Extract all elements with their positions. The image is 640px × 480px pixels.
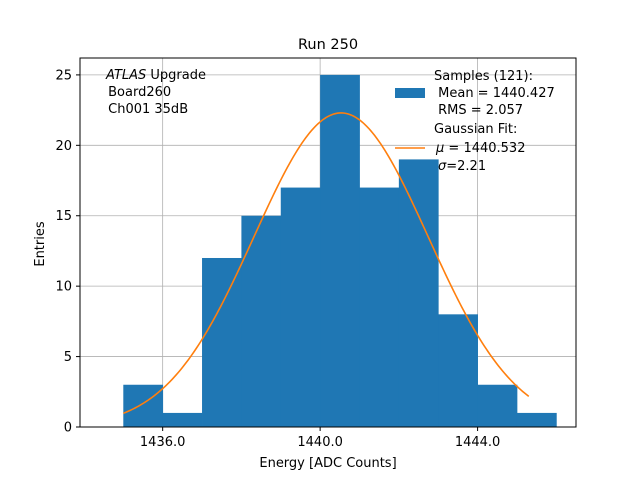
histogram-bar [241,215,282,427]
histogram-bar [398,159,439,427]
y-axis-ticks: 0 5 10 15 20 25 [55,68,80,436]
gaussian-fit-line [123,112,530,415]
histogram-bar [516,412,557,427]
legend-sigma-symbol: σ [438,159,447,174]
legend: Samples (121): Mean = 1440.427 RMS = 2.0… [395,69,555,174]
legend-samples-rms: RMS = 2.057 [434,103,523,118]
annotation-box: ATLAS Upgrade Board260 Ch001 35dB [104,68,206,117]
histogram-bar [162,412,203,427]
legend-mu-value: = 1440.532 [444,141,525,156]
x-axis-ticks: 1436.0 1440.0 1444.0 [140,427,500,450]
legend-mu-symbol: μ [435,141,444,156]
annotation-channel: Ch001 35dB [104,102,188,117]
legend-samples-mean: Mean = 1440.427 [434,86,555,101]
x-tick-label-1: 1440.0 [297,435,343,450]
y-tick-label-2: 10 [55,280,72,295]
plot-frame [79,57,577,428]
legend-sigma-value: =2.21 [446,159,486,174]
y-tick-label-3: 15 [55,209,72,224]
annotation-upgrade: Upgrade [146,68,206,83]
chart-title: Run 250 [298,37,358,53]
annotation-board: Board260 [104,85,171,100]
histogram-bar [320,74,360,428]
annotation-line-1: ATLAS Upgrade [105,68,206,83]
histogram-bar [202,257,242,427]
histogram-bar [280,187,321,427]
legend-fit-sigma: σ=2.21 [438,159,486,174]
histogram-bar [477,384,518,427]
y-tick-label-1: 5 [64,350,72,365]
histogram-bar [123,384,164,427]
legend-samples-title: Samples (121): [434,69,533,84]
histogram-bar [438,314,478,427]
y-axis-label: Entries [33,221,48,267]
histogram-bars [123,74,557,428]
annotation-atlas: ATLAS [105,68,146,83]
x-tick-label-2: 1444.0 [455,435,501,450]
y-tick-label-0: 0 [64,421,72,436]
y-tick-label-4: 20 [55,139,72,154]
x-tick-label-0: 1436.0 [140,435,186,450]
x-axis-label: Energy [ADC Counts] [259,456,396,471]
legend-fit-mu: μ = 1440.532 [435,141,525,156]
histogram-bar [359,187,400,427]
legend-fit-title: Gaussian Fit: [434,122,517,137]
y-tick-label-5: 25 [55,68,72,83]
legend-samples-patch [395,88,425,98]
